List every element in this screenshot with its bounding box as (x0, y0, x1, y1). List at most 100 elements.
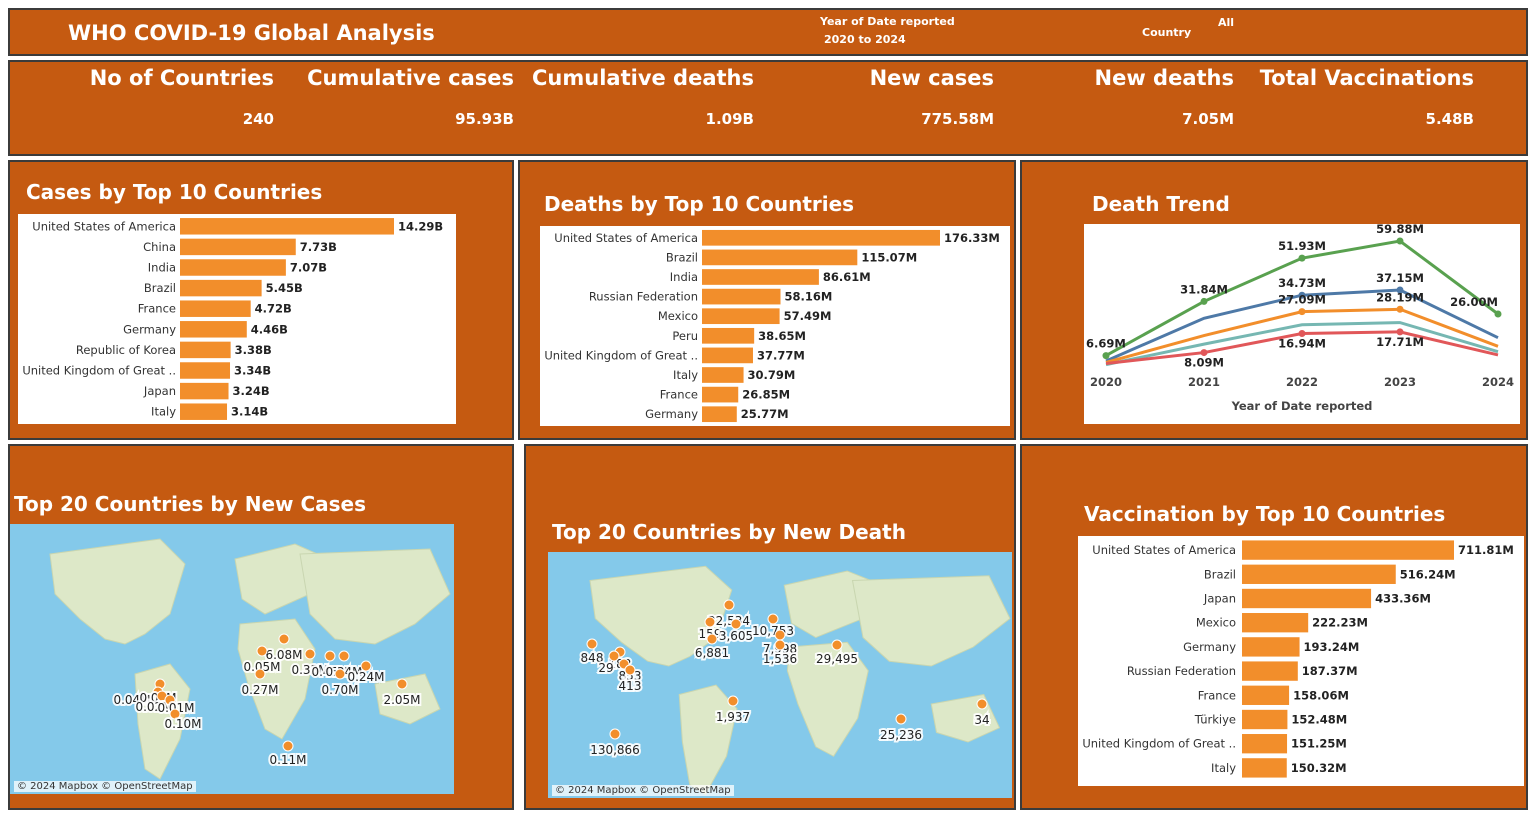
cases-chart-area: United States of America 14.29B China 7.73B… (18, 214, 456, 424)
cases-value-label: 3.24B (233, 384, 270, 398)
trend-x-tick-label: 2024 (1482, 375, 1514, 389)
map-landmass (49, 538, 186, 645)
deaths-value-label: 26.85M (742, 388, 790, 402)
deaths-category-label: Italy (673, 368, 698, 382)
death-trend-panel: Death Trend 6.69M 31.84M 51.93M 59.88M 26.00… (1020, 160, 1528, 440)
vaccination-bar (1242, 734, 1288, 754)
trend-point (1298, 308, 1306, 316)
trend-x-tick-label: 2022 (1286, 375, 1318, 389)
cases-bar (180, 300, 251, 317)
trend-point (1102, 352, 1110, 360)
deaths-category-label: Mexico (658, 309, 698, 323)
kpi-countries-label: No of Countries (89, 66, 274, 90)
cases-map-marker (338, 650, 350, 662)
trend-data-label: 51.93M (1278, 239, 1326, 253)
vaccination-bar (1242, 564, 1396, 584)
cases-bar (180, 218, 394, 235)
cases-value-label: 3.38B (235, 343, 272, 357)
trend-point (1200, 297, 1208, 305)
deaths-value-label: 58.16M (785, 290, 833, 304)
cases-category-label: India (148, 261, 176, 275)
deaths-category-label: Germany (645, 407, 698, 421)
trend-data-label: 37.15M (1376, 271, 1424, 285)
kpi-cumulative-deaths-label: Cumulative deaths (532, 66, 754, 90)
cases-bar (180, 341, 231, 359)
cases-category-label: United Kingdom of Great .. (22, 364, 176, 378)
kpi-cumulative-deaths-value: 1.09B (705, 110, 754, 128)
cases-map-marker (304, 648, 316, 660)
deaths-map-marker-label: 130,866 (590, 743, 640, 757)
deaths-map-marker (774, 629, 786, 641)
deaths-map-marker-label: 1,937 (716, 710, 750, 724)
trend-series-line (1105, 321, 1499, 367)
vaccination-category-label: Germany (1183, 640, 1236, 654)
kpi-vaccinations-value: 5.48B (1425, 110, 1474, 128)
vaccination-bar (1242, 588, 1372, 609)
vaccination-bar (1242, 685, 1290, 705)
deaths-category-label: United States of America (554, 231, 698, 245)
country-filter-label: Country (1142, 26, 1192, 39)
kpi-cumulative-cases-label: Cumulative cases (307, 66, 514, 90)
country-filter-value[interactable]: All (1218, 16, 1235, 29)
vaccination-category-label: Türkiye (1194, 713, 1236, 727)
vaccination-category-label: Japan (1203, 592, 1236, 606)
deaths-map-marker-label: 29,495 (816, 652, 858, 666)
deaths-map-marker-label: 29 (598, 661, 613, 675)
cases-bar (180, 259, 286, 276)
deaths-map-marker (727, 695, 739, 707)
new-death-map-svg: 22,5341593,60510,7536,8817,9981,53629,49… (579, 565, 1011, 795)
deaths-bar (702, 269, 819, 285)
deaths-category-label: United Kingdom of Great .. (544, 348, 698, 362)
header-bar: WHO COVID-19 Global Analysis Year of Dat… (8, 8, 1528, 56)
vaccination-category-label: Russian Federation (1127, 664, 1236, 678)
cases-category-label: United States of America (32, 219, 176, 233)
trend-x-tick-label: 2021 (1188, 375, 1220, 389)
cases-map-marker-label: 0.27M (241, 683, 278, 697)
year-filter-value[interactable]: 2020 to 2024 (824, 33, 906, 46)
cases-map-marker (254, 668, 266, 680)
trend-point (1298, 330, 1306, 338)
vaccination-value-label: 152.48M (1291, 713, 1347, 727)
cases-map-marker (334, 668, 346, 680)
deaths-value-label: 57.49M (784, 309, 832, 323)
cases-panel: Cases by Top 10 Countries United States … (8, 160, 514, 440)
vaccination-panel: Vaccination by Top 10 Countries United S… (1020, 444, 1528, 810)
deaths-map-marker-label: 1,536 (763, 652, 797, 666)
trend-point (1200, 349, 1208, 357)
vaccination-value-label: 516.24M (1400, 567, 1456, 581)
new-cases-map-attribution: © 2024 Mapbox © OpenStreetMap (14, 781, 196, 792)
map-landmass (786, 641, 869, 757)
trend-data-label: 31.84M (1180, 282, 1228, 296)
vaccination-bar (1242, 540, 1454, 560)
deaths-bar (702, 367, 744, 383)
trend-data-label: 27.09M (1278, 293, 1326, 307)
cases-category-label: Japan (143, 384, 176, 398)
deaths-value-label: 176.33M (944, 231, 1000, 245)
deaths-bar (702, 406, 737, 423)
vaccination-category-label: Italy (1211, 761, 1236, 775)
vaccination-category-label: United States of America (1092, 543, 1236, 557)
trend-data-label: 59.88M (1376, 224, 1424, 236)
cases-map-marker-label: 0.24M (347, 670, 384, 684)
cases-category-label: Republic of Korea (76, 343, 176, 357)
cases-map-marker-label: 2.05M (383, 693, 420, 707)
deaths-category-label: Russian Federation (589, 290, 698, 304)
kpi-countries-value: 240 (242, 110, 274, 128)
vaccination-value-label: 193.24M (1304, 640, 1360, 654)
trend-point (1298, 291, 1306, 299)
death-trend-line-chart: 6.69M 31.84M 51.93M 59.88M 26.00M 34.73M 37.15… (1086, 222, 1514, 413)
kpi-new-cases-value: 775.58M (921, 110, 994, 128)
new-death-map[interactable]: 22,5341593,60510,7536,8817,9981,53629,49… (548, 552, 1012, 798)
cases-chart-title: Cases by Top 10 Countries (26, 180, 323, 204)
deaths-map-marker (704, 616, 716, 628)
trend-point (1396, 328, 1404, 336)
cases-map-marker (324, 650, 336, 662)
trend-x-axis-title: Year of Date reported (1231, 399, 1373, 413)
trend-data-label: 6.69M (1086, 337, 1126, 351)
vaccination-chart-title: Vaccination by Top 10 Countries (1084, 502, 1446, 526)
cases-bar (180, 279, 262, 297)
deaths-map-marker (976, 698, 988, 710)
cases-map-marker-label: 0.01M (157, 701, 194, 715)
trend-data-label: 17.71M (1376, 335, 1424, 349)
new-cases-map[interactable]: 6.08M0.05M0.33M0.45M0.34M0.24M0.27M0.70M… (10, 524, 454, 794)
